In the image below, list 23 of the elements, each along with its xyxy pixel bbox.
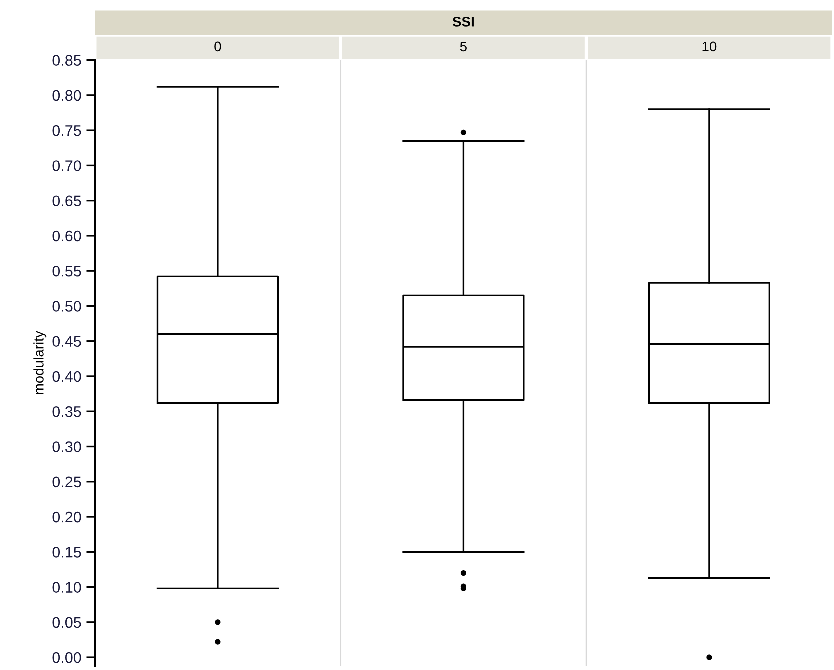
y-tick-label: 0.05 — [52, 617, 82, 628]
y-tick-label: 0.20 — [52, 512, 82, 523]
y-tick-label: 0.15 — [52, 547, 82, 558]
y-tick-label: 0.55 — [52, 266, 82, 277]
y-tick-label: 0.70 — [52, 160, 82, 172]
y-tick-label: 0.10 — [52, 582, 82, 593]
y-tick-label: 0.30 — [52, 442, 82, 452]
y-axis-title: modularity — [34, 331, 47, 394]
x-tick-label: 10 — [702, 42, 717, 52]
y-tick-label: 0.80 — [52, 90, 82, 102]
y-tick-label: 0.35 — [52, 406, 82, 418]
y-tick-label: 0.40 — [52, 371, 82, 382]
y-tick-label: 0.00 — [52, 652, 82, 664]
y-tick-label: 0.65 — [52, 196, 82, 207]
y-tick-label: 0.50 — [52, 301, 82, 312]
chart-title: SSI — [452, 17, 474, 27]
x-tick-label: 0 — [214, 42, 222, 52]
y-tick-label: 0.25 — [52, 476, 82, 488]
y-tick-label: 0.45 — [52, 336, 82, 348]
x-tick-label: 5 — [460, 42, 467, 52]
y-tick-label: 0.75 — [52, 125, 82, 136]
y-tick-label: 0.60 — [52, 230, 82, 242]
y-tick-label: 0.85 — [52, 55, 82, 66]
